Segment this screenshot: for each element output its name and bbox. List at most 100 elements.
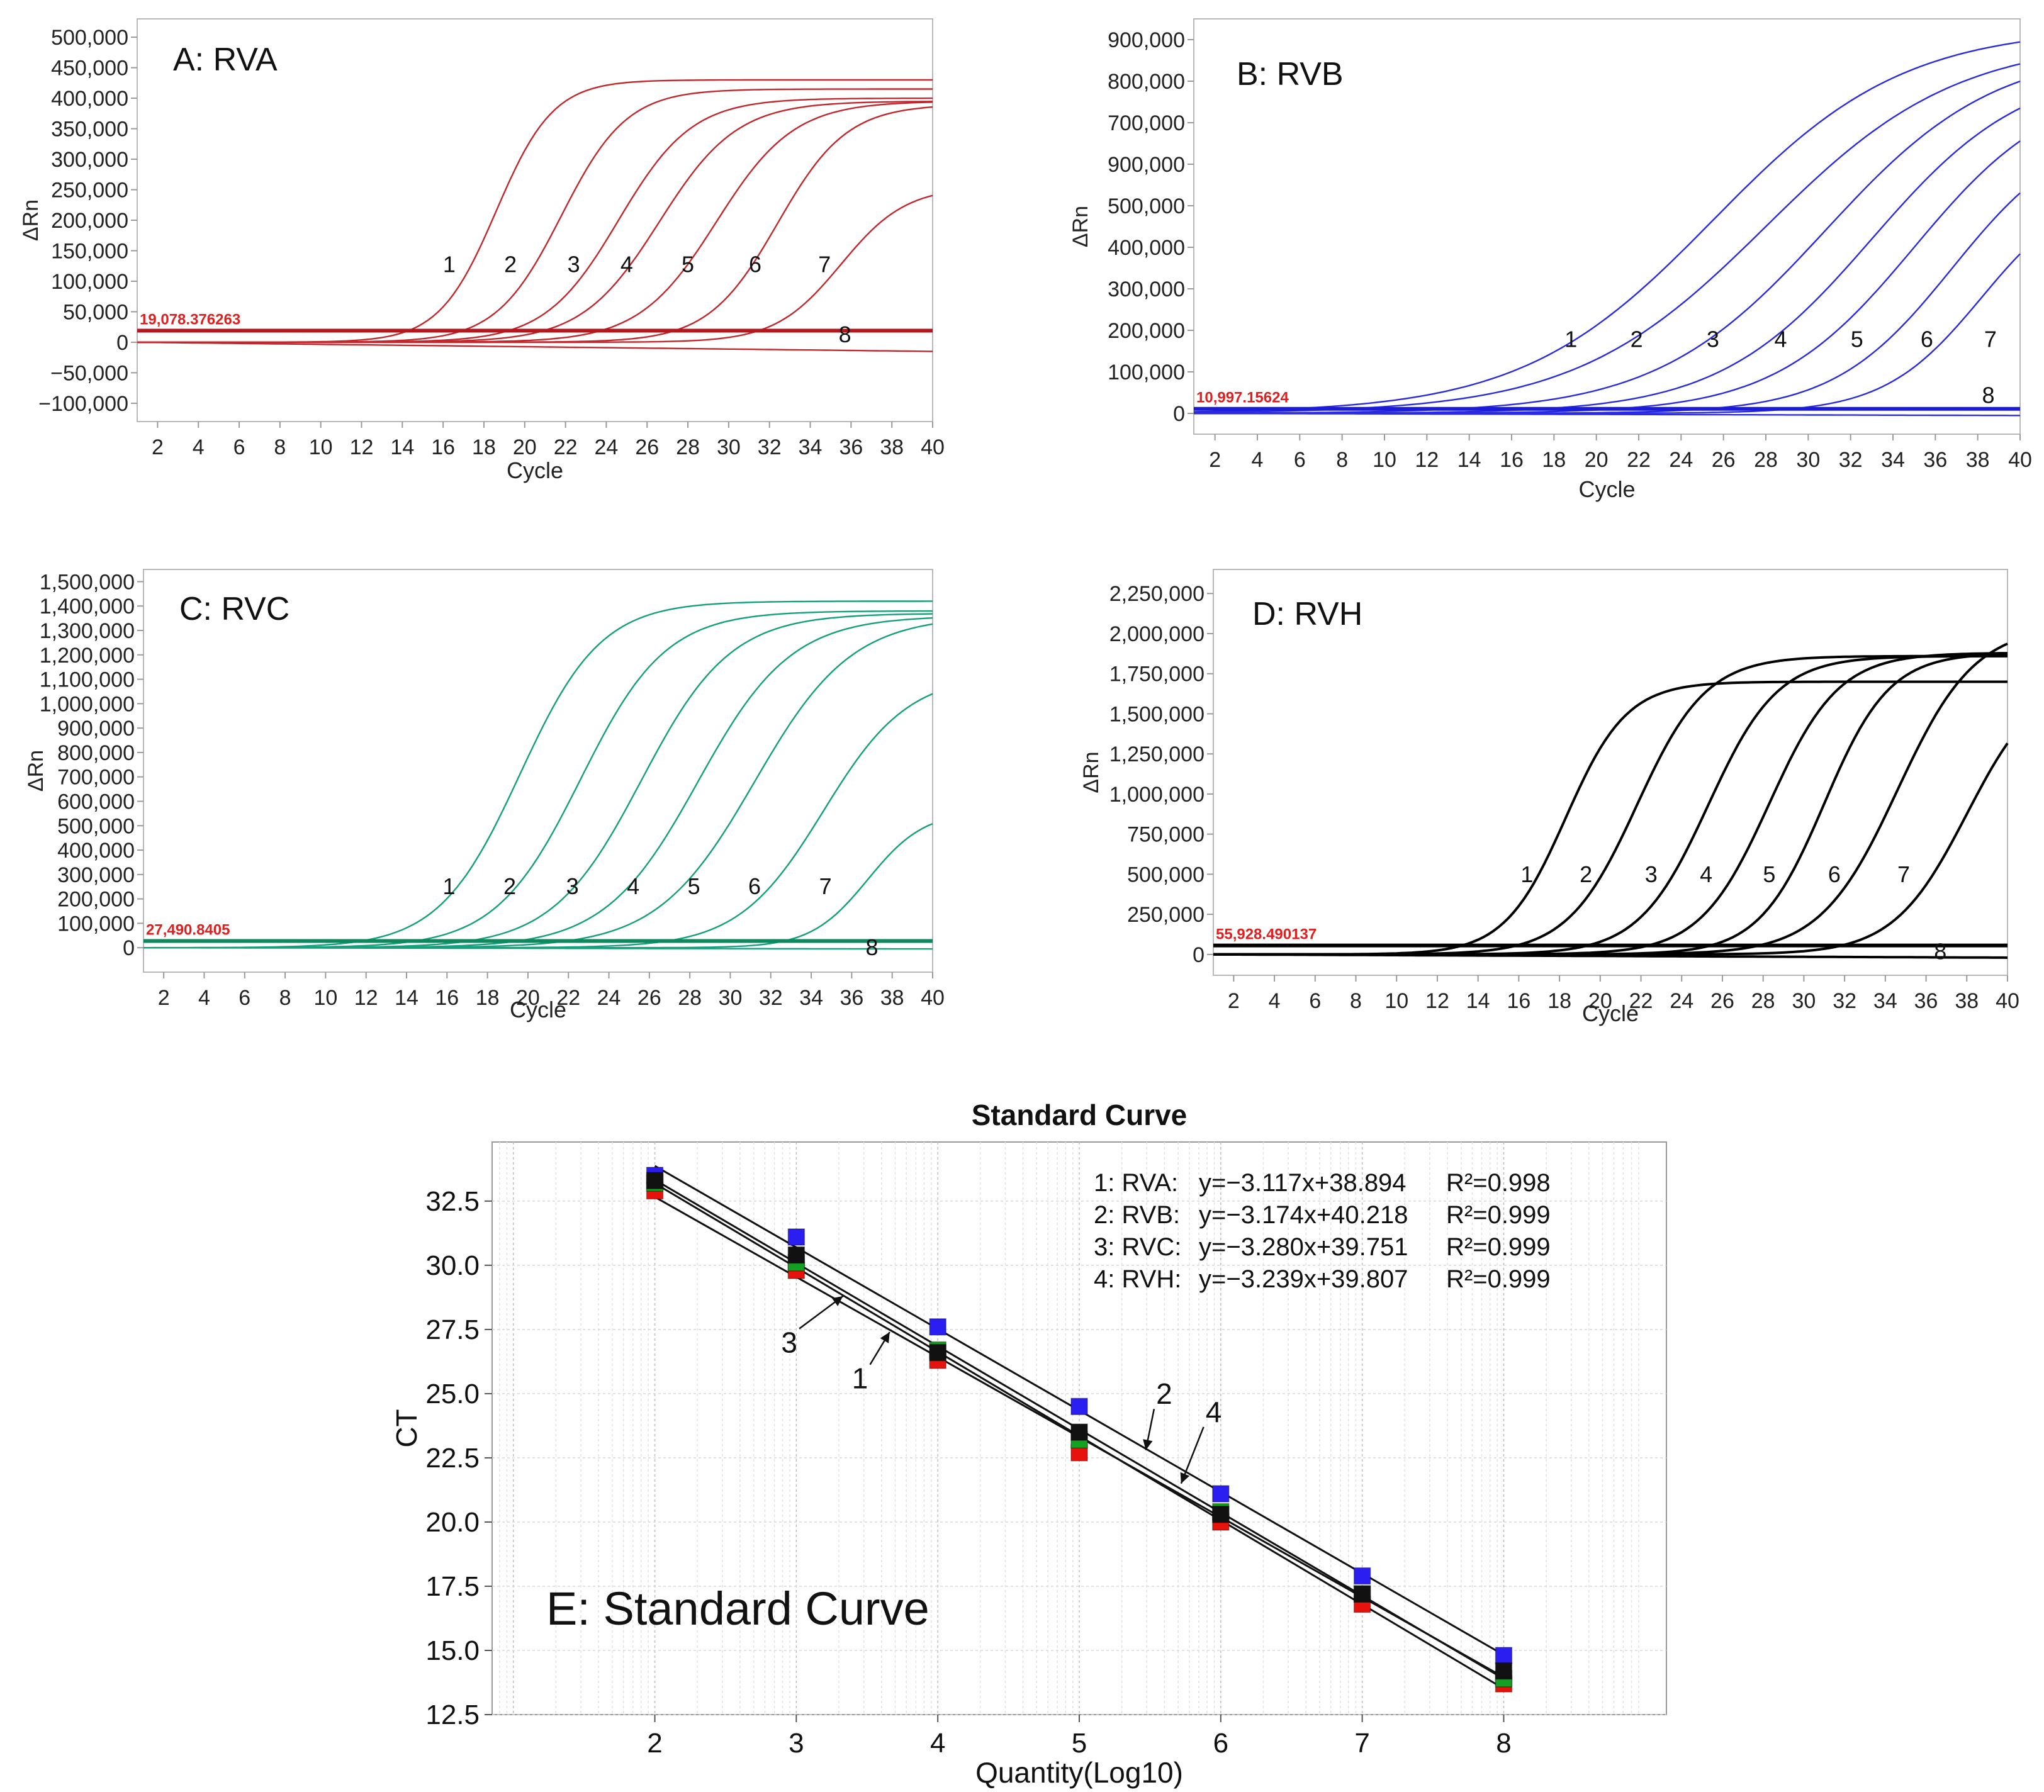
curve-number-label: 7 xyxy=(818,251,831,277)
y-tick-label: 0 xyxy=(123,936,135,960)
data-point xyxy=(1353,1567,1371,1585)
y-tick-label: 2,250,000 xyxy=(1109,582,1204,606)
x-axis-label: Cycle xyxy=(507,457,563,483)
y-tick-label: 100,000 xyxy=(57,912,135,936)
x-tick-label: 38 xyxy=(880,435,904,459)
y-tick-label: 500,000 xyxy=(1108,194,1185,218)
x-tick-label: 26 xyxy=(1710,989,1734,1013)
y-tick-label: 1,250,000 xyxy=(1109,742,1204,766)
y-axis-label: ΔRn xyxy=(19,199,43,241)
curve-number-label: 1 xyxy=(443,873,456,899)
y-tick-label: 400,000 xyxy=(1108,236,1185,260)
fit-equation: y=−3.117x+38.894 xyxy=(1199,1169,1407,1197)
x-tick-label: 8 xyxy=(1496,1728,1511,1759)
y-tick-label: 200,000 xyxy=(1108,319,1185,343)
fit-legend-label: 4: RVH: xyxy=(1094,1265,1181,1293)
x-tick-label: 8 xyxy=(1336,448,1348,472)
y-tick-label: 30.0 xyxy=(425,1250,480,1281)
x-tick-label: 10 xyxy=(1373,448,1396,472)
panel-title: D: RVH xyxy=(1252,596,1362,632)
x-tick-label: 40 xyxy=(2008,448,2032,472)
y-tick-label: −50,000 xyxy=(50,361,128,385)
curve-number-label: 4 xyxy=(1700,861,1712,887)
x-tick-label: 22 xyxy=(1627,448,1651,472)
y-tick-label: 12.5 xyxy=(425,1700,480,1730)
x-tick-label: 22 xyxy=(1629,989,1653,1013)
x-tick-label: 8 xyxy=(274,435,286,459)
x-tick-label: 24 xyxy=(1669,448,1693,472)
x-tick-label: 12 xyxy=(1425,989,1449,1013)
amplification-curve-7 xyxy=(137,194,933,344)
y-axis-label: ΔRn xyxy=(1069,206,1092,247)
x-tick-label: 7 xyxy=(1354,1728,1369,1759)
x-tick-label: 16 xyxy=(1507,989,1530,1013)
data-point xyxy=(787,1228,806,1246)
x-tick-label: 14 xyxy=(390,435,414,459)
x-tick-label: 14 xyxy=(395,986,418,1010)
x-tick-label: 3 xyxy=(789,1728,804,1759)
panel-e-standard-curve: 2 3 4 5 6 7 8 12.5 15.0 17.5 20.0 22.5 25.0 27.5 30.0 3… xyxy=(390,1099,1667,1789)
data-point xyxy=(1070,1397,1088,1416)
x-tick-label: 38 xyxy=(880,986,904,1010)
panel-a-amplification-plot: 2 4 6 8 10 12 14 16 18 20 22 24 26 28 30 32 34 36 38 40500,… xyxy=(19,18,945,483)
y-tick-label: 900,000 xyxy=(57,717,135,741)
curve-number-label: 2 xyxy=(503,873,516,899)
curve-number-label: 5 xyxy=(682,251,694,277)
curve-annotation-label: 3 xyxy=(781,1326,797,1359)
x-tick-label: 14 xyxy=(1457,448,1481,472)
panel-label: E: Standard Curve xyxy=(546,1582,929,1635)
x-tick-label: 28 xyxy=(678,986,702,1010)
x-tick-label: 36 xyxy=(1923,448,1947,472)
y-tick-label: 900,000 xyxy=(1108,153,1185,177)
x-tick-label: 40 xyxy=(1996,989,2019,1013)
x-tick-label: 32 xyxy=(1833,989,1856,1013)
x-tick-label: 28 xyxy=(676,435,700,459)
y-tick-label: 400,000 xyxy=(51,87,128,111)
annotation-arrow-head xyxy=(1180,1472,1190,1484)
amplification-curve-3 xyxy=(1193,80,2021,414)
fit-r-squared: R²=0.998 xyxy=(1446,1169,1551,1197)
panel-b-amplification-plot: 2 4 6 8 10 12 14 16 18 20 22 24 26 28 30 32 34 36 38 40900,… xyxy=(1069,18,2032,502)
x-tick-label: 40 xyxy=(921,986,945,1010)
x-tick-label: 6 xyxy=(1213,1728,1228,1759)
curve-number-label: 3 xyxy=(566,873,579,899)
x-tick-label: 2 xyxy=(1228,989,1240,1013)
y-tick-label: 800,000 xyxy=(1108,70,1185,94)
x-tick-label: 2 xyxy=(1209,448,1221,472)
x-tick-label: 30 xyxy=(717,435,741,459)
y-tick-label: 1,500,000 xyxy=(1109,702,1204,726)
x-tick-label: 4 xyxy=(198,986,210,1010)
y-axis-label: ΔRn xyxy=(1079,751,1103,793)
data-point xyxy=(1212,1485,1230,1503)
x-tick-label: 24 xyxy=(597,986,621,1010)
fit-legend-label: 2: RVB: xyxy=(1094,1201,1180,1229)
y-tick-label: 900,000 xyxy=(1108,28,1185,52)
x-tick-label: 12 xyxy=(350,435,374,459)
y-tick-label: 1,750,000 xyxy=(1109,663,1204,686)
x-tick-label: 12 xyxy=(354,986,378,1010)
curve-number-label: 6 xyxy=(1921,326,1933,352)
curve-number-label: 8 xyxy=(1982,383,1994,408)
y-tick-label: 350,000 xyxy=(51,118,128,142)
data-point xyxy=(1495,1662,1513,1680)
y-tick-label: 700,000 xyxy=(57,766,135,790)
y-tick-label: 400,000 xyxy=(57,839,135,863)
data-series-4 xyxy=(646,1172,1513,1680)
curve-number-label: 1 xyxy=(1520,861,1533,887)
x-tick-label: 22 xyxy=(554,435,578,459)
x-tick-label: 4 xyxy=(1252,448,1264,472)
y-tick-label: 17.5 xyxy=(425,1571,480,1602)
fit-legend-label: 1: RVA: xyxy=(1094,1169,1178,1197)
fit-r-squared: R²=0.999 xyxy=(1446,1201,1551,1229)
fit-equation: y=−3.174x+40.218 xyxy=(1199,1201,1408,1229)
y-tick-label: 500,000 xyxy=(1127,863,1204,887)
fit-r-squared: R²=0.999 xyxy=(1446,1265,1551,1293)
y-tick-label: 300,000 xyxy=(51,148,128,172)
data-point xyxy=(1353,1585,1371,1603)
curve-number-label: 2 xyxy=(1631,326,1643,352)
amplification-curve-8 xyxy=(1213,953,2008,959)
x-tick-label: 32 xyxy=(759,986,783,1010)
x-tick-label: 28 xyxy=(1754,448,1778,472)
x-tick-label: 4 xyxy=(1269,989,1281,1013)
curve-number-label: 2 xyxy=(504,251,517,277)
